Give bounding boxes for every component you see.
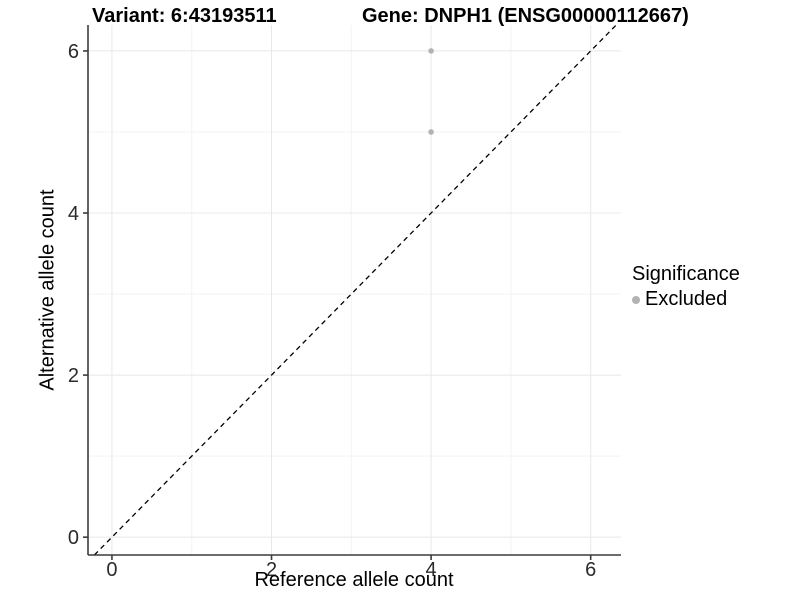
plot-title-variant: Variant: 6:43193511 (92, 5, 277, 27)
x-tick-label: 0 (106, 559, 117, 581)
legend: Significance Excluded (632, 263, 740, 311)
y-tick-label: 2 (68, 365, 79, 387)
y-tick-label: 4 (68, 203, 79, 225)
x-tick-label: 4 (426, 559, 437, 581)
legend-title: Significance (632, 263, 740, 285)
y-tick-label: 6 (68, 41, 79, 63)
legend-item-excluded: Excluded (632, 288, 740, 311)
plot-title-gene: Gene: DNPH1 (ENSG00000112667) (362, 5, 689, 27)
y-axis-title: Alternative allele count (36, 189, 59, 391)
legend-item-label: Excluded (645, 288, 728, 310)
x-tick-label: 2 (266, 559, 277, 581)
y-tick-label: 0 (68, 527, 79, 549)
data-point (428, 129, 434, 135)
data-point (428, 48, 434, 54)
legend-dot-icon (632, 295, 640, 304)
x-tick-label: 6 (585, 559, 596, 581)
x-axis-title: Reference allele count (254, 569, 454, 591)
identity-line (93, 24, 617, 556)
